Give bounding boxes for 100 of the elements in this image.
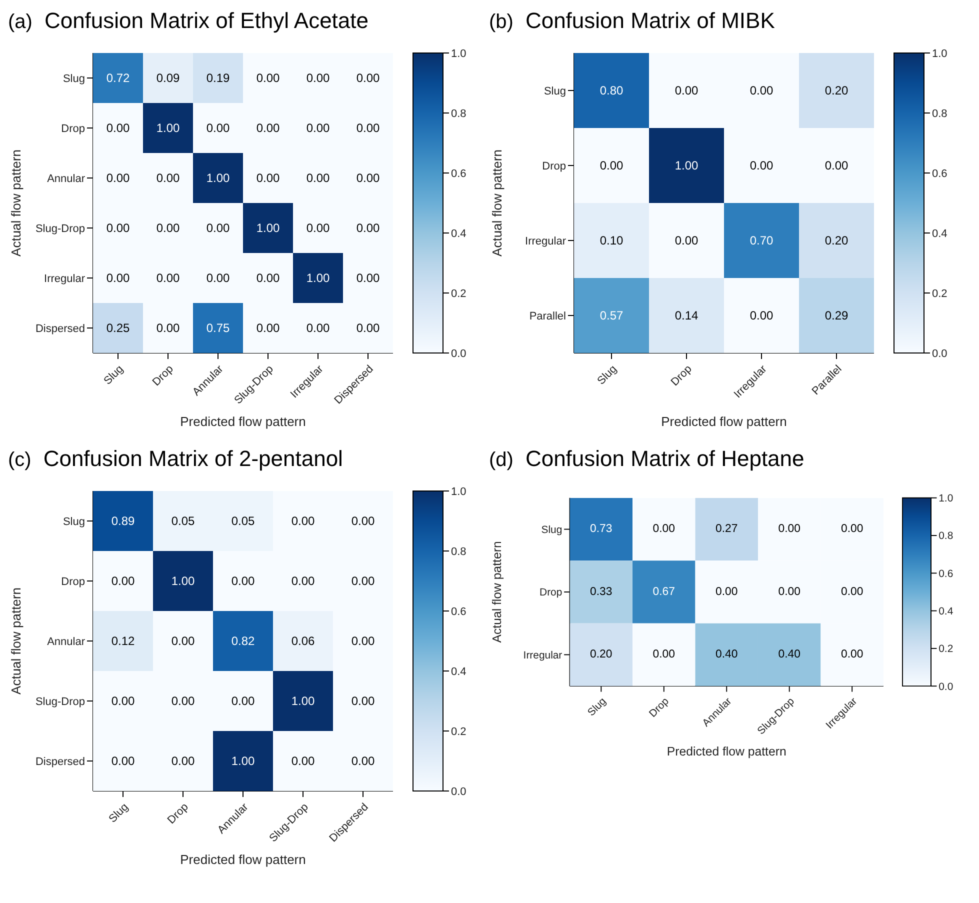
color-bar-label: 0.8 (938, 531, 954, 542)
data-label: 0.70 (750, 234, 774, 248)
y-tick-label: Dispersed (35, 756, 85, 768)
color-bar-label: 0.6 (451, 168, 466, 180)
x-tick-label: Slug (102, 363, 126, 388)
data-label: 0.00 (652, 523, 675, 536)
data-label: 0.00 (206, 221, 230, 235)
color-bar-label: 0.4 (451, 228, 466, 240)
y-axis-title: Actual flow pattern (8, 588, 24, 694)
data-label: 0.20 (824, 84, 848, 98)
color-bar-label: 0.8 (932, 108, 948, 120)
data-label: 0.00 (106, 171, 130, 185)
data-label: 0.40 (716, 648, 738, 661)
data-label: 0.00 (156, 271, 180, 285)
data-label: 0.00 (306, 121, 330, 135)
data-label: 0.00 (111, 754, 135, 768)
data-label: 0.00 (256, 171, 280, 185)
data-label: 0.00 (674, 234, 698, 248)
data-label: 0.00 (306, 221, 330, 235)
y-axis-title: Actual flow pattern (490, 541, 504, 643)
data-label: 0.73 (590, 523, 612, 536)
data-label: 0.12 (111, 634, 135, 648)
data-label: 0.00 (291, 574, 315, 588)
x-axis-title: Predicted flow pattern (180, 414, 306, 429)
x-axis-title: Predicted flow pattern (666, 744, 786, 758)
y-tick-label: Drop (61, 576, 85, 588)
data-label: 0.00 (750, 308, 774, 322)
data-label: 0.67 (652, 586, 675, 598)
data-label: 1.00 (674, 158, 698, 172)
data-label: 1.00 (306, 271, 330, 285)
color-bar-label: 1.0 (451, 48, 466, 60)
text: (c) (8, 449, 32, 472)
data-label: 0.00 (306, 171, 330, 185)
data-label: 0.00 (351, 634, 375, 648)
data-label: 0.00 (351, 514, 375, 528)
color-bar-label: 0.0 (451, 348, 466, 360)
data-label: 0.00 (750, 158, 774, 172)
y-tick-label: Drop (542, 160, 566, 172)
data-label: 0.00 (106, 221, 130, 235)
x-tick-label: Slug (595, 363, 620, 388)
data-label: 0.00 (356, 271, 380, 285)
data-label: 0.40 (778, 648, 800, 661)
data-label: 0.00 (840, 523, 864, 536)
y-tick-label: Annular (47, 172, 86, 185)
data-label: 0.00 (111, 694, 135, 708)
data-label: 1.00 (231, 754, 255, 768)
data-label: 0.00 (231, 694, 255, 708)
data-label: 0.00 (306, 71, 330, 85)
data-label: 0.00 (106, 271, 130, 285)
data-label: 0.00 (840, 586, 864, 598)
data-label: 0.00 (206, 271, 230, 285)
data-label: 0.05 (231, 514, 255, 528)
data-label: 0.57 (600, 308, 624, 322)
data-label: 0.00 (356, 221, 380, 235)
y-tick-label: Dispersed (35, 322, 85, 335)
data-label: 0.00 (256, 71, 280, 85)
data-label: 0.82 (231, 634, 255, 648)
text: (b) (489, 11, 514, 34)
data-label: 0.00 (356, 171, 380, 185)
data-label: 0.00 (156, 221, 180, 235)
data-label: 0.00 (778, 523, 800, 536)
y-axis-title: Actual flow pattern (490, 150, 505, 256)
color-bar-label: 0.4 (932, 228, 948, 240)
data-label: 0.00 (206, 121, 230, 135)
data-label: 1.00 (156, 121, 180, 135)
color-bar-label: 0.2 (938, 644, 954, 656)
color-bar-label: 0.4 (938, 606, 954, 618)
data-label: 0.00 (306, 321, 330, 335)
y-tick-label: Slug (62, 516, 85, 528)
y-tick-label: Annular (47, 636, 86, 648)
x-tick-label: Slug (106, 801, 131, 826)
data-label: 0.00 (156, 321, 180, 335)
data-label: 0.05 (171, 514, 195, 528)
data-label: 0.00 (256, 321, 280, 335)
color-bar-label: 1.0 (451, 486, 466, 498)
data-label: 0.00 (351, 754, 375, 768)
y-tick-label: Irregular (525, 235, 566, 248)
data-label: 0.00 (652, 648, 675, 661)
data-label: 0.00 (106, 121, 130, 135)
data-label: 0.14 (674, 308, 698, 322)
data-label: 0.00 (840, 648, 864, 661)
data-label: 0.09 (156, 71, 180, 85)
data-label: 1.00 (291, 694, 315, 708)
y-tick-label: Irregular (523, 650, 563, 662)
color-bar-label: 0.8 (451, 546, 466, 558)
color-bar-label: 0.6 (938, 568, 954, 580)
data-label: 0.00 (256, 271, 280, 285)
data-label: 0.29 (824, 308, 848, 322)
y-tick-label: Parallel (529, 310, 566, 322)
x-axis-title: Predicted flow pattern (180, 852, 306, 867)
color-bar-label: 0.0 (938, 682, 954, 693)
data-label: 0.00 (356, 121, 380, 135)
y-tick-label: Slug (541, 524, 562, 536)
color-bar-label: 0.2 (451, 288, 466, 300)
data-label: 0.00 (231, 574, 255, 588)
color-bar-label: 0.2 (451, 726, 466, 738)
data-label: 0.00 (171, 754, 195, 768)
data-label: 0.00 (600, 158, 624, 172)
y-tick-label: Drop (61, 122, 85, 135)
data-label: 1.00 (171, 574, 195, 588)
